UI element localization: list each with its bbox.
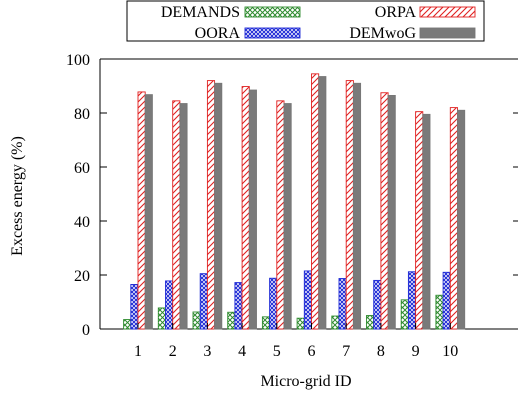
legend-label: ORPA: [375, 4, 417, 21]
x-tick-label: 1: [134, 343, 142, 360]
y-tick-label: 100: [66, 52, 90, 69]
bar-demands: [261, 316, 271, 330]
bar-demwog: [179, 103, 188, 330]
bar-orpa: [415, 111, 424, 330]
bar-oora: [373, 279, 382, 330]
bar-orpa: [206, 80, 216, 330]
bar-orpa: [345, 80, 354, 330]
x-tick-label: 7: [342, 343, 350, 360]
bar-demwog: [352, 82, 362, 330]
bar-orpa: [276, 100, 285, 330]
legend: DEMANDS OORA ORPA DEMwoG: [126, 0, 485, 42]
legend-label: DEMwoG: [349, 25, 416, 42]
bar-demands: [366, 315, 375, 330]
x-tick-label: 8: [377, 343, 385, 360]
bar-demands: [123, 319, 132, 330]
bar-oora: [269, 277, 278, 330]
x-tick-label: 4: [238, 343, 246, 360]
bar-demwog: [283, 103, 292, 330]
bar-demwog: [144, 94, 153, 330]
bar-demands: [192, 311, 201, 330]
bar-demands: [227, 311, 236, 330]
bar-oora: [130, 284, 139, 330]
y-axis-label: Excess energy (%): [9, 136, 26, 256]
legend-swatch: [244, 27, 301, 39]
y-tick-label: 20: [74, 268, 90, 285]
bar-demwog: [248, 89, 257, 330]
bar-demwog: [318, 76, 327, 330]
bar-demands: [400, 299, 409, 330]
x-tick-label: 3: [203, 343, 211, 360]
legend-swatch: [419, 6, 476, 18]
bar-orpa: [380, 92, 389, 330]
bar-oora: [407, 271, 417, 330]
bar-orpa: [137, 91, 146, 330]
bar-oora: [338, 278, 347, 330]
x-tick-label: 6: [308, 343, 316, 360]
legend-swatch: [244, 6, 301, 18]
x-axis-label: Micro-grid ID: [260, 373, 351, 390]
bar-oora: [303, 270, 312, 330]
bar-oora: [165, 280, 174, 330]
legend-label: OORA: [195, 25, 241, 42]
bar-orpa: [311, 73, 320, 330]
bar-orpa: [172, 100, 181, 330]
x-tick-label: 9: [412, 343, 420, 360]
bar-demwog: [214, 82, 223, 330]
y-tick-label: 80: [74, 106, 90, 123]
bar-demands: [435, 294, 444, 330]
bar-demwog: [457, 109, 466, 330]
x-tick-label: 10: [442, 343, 458, 360]
bar-demands: [296, 317, 305, 330]
y-tick-label: 40: [74, 214, 90, 231]
bar-oora: [234, 282, 243, 330]
bar-demands: [331, 315, 340, 330]
bar-oora: [199, 273, 208, 330]
x-tick-label: 2: [169, 343, 177, 360]
bar-demwog: [387, 94, 396, 330]
bar-demwog: [422, 113, 431, 330]
y-tick-label: 60: [74, 160, 90, 177]
legend-label: DEMANDS: [161, 4, 240, 21]
bar-oora: [442, 271, 451, 330]
plot-area: 0 20 40 60 80 100 1 2 3 4 5 6 7 8 9 10: [66, 52, 518, 360]
y-tick-label: 0: [82, 322, 90, 339]
bar-orpa: [241, 86, 250, 330]
bar-demands: [157, 307, 166, 330]
bar-orpa: [449, 107, 458, 330]
x-tick-label: 5: [273, 343, 281, 360]
legend-swatch: [419, 27, 476, 39]
